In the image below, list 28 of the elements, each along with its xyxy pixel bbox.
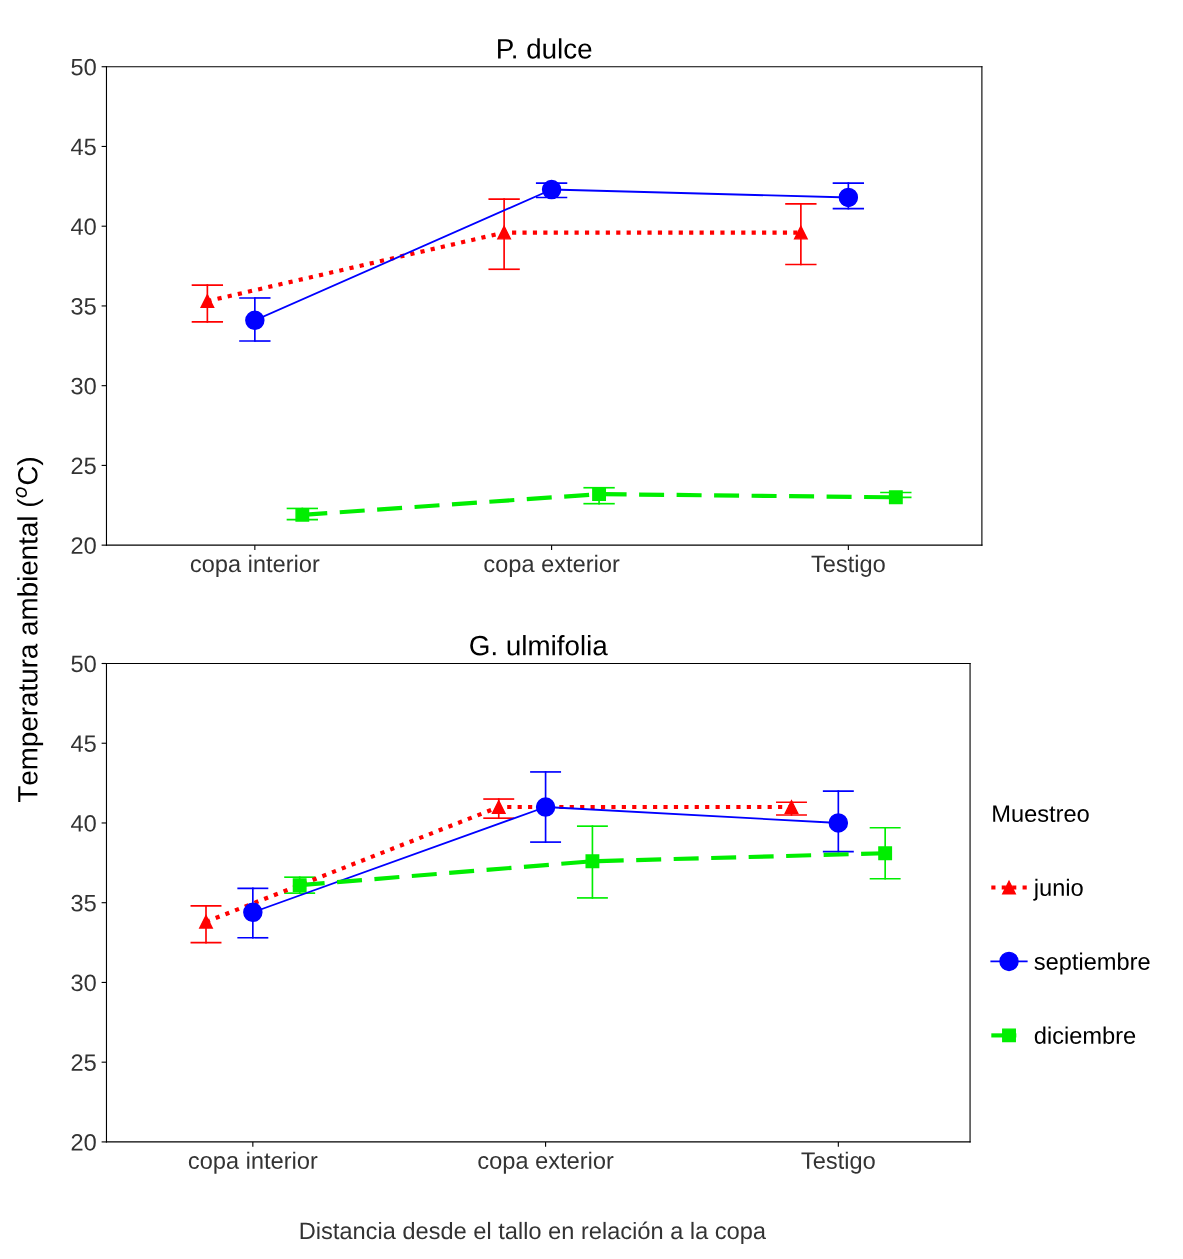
legend-label: junio [1033,878,1083,901]
y-tick-label: 45 [71,735,96,753]
y-tick-label: 20 [71,1133,96,1151]
y-tick-label: 35 [71,298,96,315]
y-tick-label: 25 [71,457,96,475]
y-tick-label: 30 [71,974,96,992]
chart-title: P. dulce [498,38,592,59]
legend-label: diciembre [1034,1026,1136,1044]
x-tick-label: copa exterior [484,554,620,577]
y-axis-title: Temperatura ambiental ($^{o}$C) [15,458,44,803]
y-tick-label: 45 [71,138,96,156]
y-tick-label: 40 [71,815,96,832]
y-tick-label: 50 [71,58,96,76]
y-tick-label: 25 [71,1054,96,1071]
legend-label: septiembre [1034,952,1150,975]
x-tick-label: copa exterior [478,1151,614,1174]
y-tick-label: 35 [71,894,96,912]
y-tick-label: 50 [71,655,96,673]
x-axis-title: Distancia desde el tallo en relación a la copa [300,1221,766,1244]
x-tick-label: copa interior [190,554,320,577]
y-tick-label: 20 [71,537,96,554]
y-tick-label: 40 [71,218,96,235]
chart-title: G. ulmifolia [470,635,608,656]
x-tick-label: Testigo [811,554,885,577]
legend-title: Muestreo [993,805,1089,823]
x-tick-label: copa interior [188,1151,318,1174]
x-tick-label: Testigo [801,1151,875,1174]
y-tick-label: 30 [71,377,96,395]
